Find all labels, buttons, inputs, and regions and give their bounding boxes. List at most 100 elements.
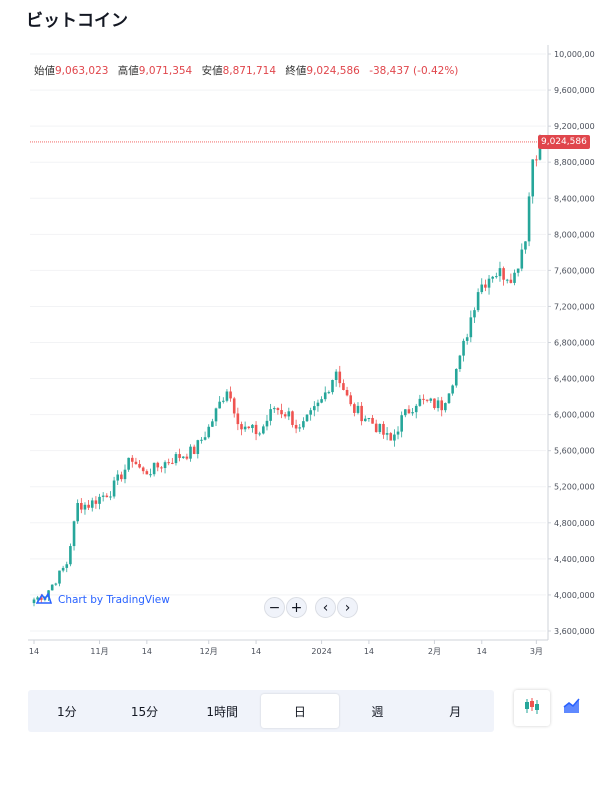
y-tick-label: 10,000,000 — [554, 50, 595, 59]
candle-body — [171, 462, 174, 464]
timeframe-day[interactable]: 日 — [261, 694, 339, 728]
timeframe-15min[interactable]: 15分 — [130, 704, 159, 719]
tradingview-attribution[interactable]: Chart by TradingView — [35, 592, 170, 607]
candle-body — [535, 159, 538, 161]
candle-body — [385, 433, 389, 435]
candle-body — [229, 391, 232, 399]
candle-body — [527, 196, 531, 242]
x-tick-label: 12月 — [200, 647, 218, 656]
candle-body — [338, 371, 342, 384]
candle-body — [145, 471, 149, 475]
y-tick-label: 9,200,000 — [554, 122, 595, 131]
candle-body — [458, 355, 462, 370]
candle-body — [101, 495, 105, 497]
page-title: ビットコイン — [26, 11, 128, 31]
candle-body — [469, 317, 473, 338]
y-tick-label: 5,200,000 — [554, 483, 595, 492]
y-tick-label: 6,800,000 — [554, 339, 595, 348]
candle-body — [87, 504, 90, 508]
candle-body — [218, 401, 221, 409]
candle-body — [120, 474, 123, 480]
candle-body — [382, 423, 385, 435]
candle-body — [505, 279, 509, 281]
candle-body — [531, 159, 535, 197]
candle-body — [174, 454, 178, 464]
candle-body — [291, 411, 294, 425]
candle-body — [72, 521, 76, 547]
candle-body — [243, 426, 247, 430]
scroll-left-button[interactable]: ‹ — [315, 597, 336, 618]
chart-container[interactable]: 10,000,000 9,600,000 9,200,000 8,800,000 8,4… — [0, 45, 595, 670]
x-tick-label: 14 — [142, 647, 152, 656]
candle-body — [436, 400, 440, 409]
candle-body — [429, 398, 433, 401]
open-label: 始値 — [34, 65, 55, 77]
x-tick-label: 14 — [477, 647, 487, 656]
candle-body — [152, 462, 156, 475]
candle-body — [411, 412, 414, 414]
candle-body — [127, 457, 130, 470]
y-tick-label: 3,600,000 — [554, 627, 595, 636]
high-label: 高値 — [117, 65, 139, 77]
candle-body — [498, 268, 502, 277]
candle-body — [538, 141, 542, 160]
y-tick-label: 4,800,000 — [554, 519, 595, 528]
area-type-button[interactable] — [554, 690, 590, 726]
candle-body — [374, 423, 378, 433]
candle-body — [134, 461, 138, 464]
candle-body — [32, 599, 36, 604]
candle-body — [327, 392, 331, 394]
candle-body — [200, 439, 203, 441]
zoom-in-button[interactable]: + — [286, 597, 307, 618]
candle-body — [232, 398, 236, 414]
y-tick-label: 8,800,000 — [554, 158, 595, 167]
candle-body — [236, 413, 240, 425]
candle-body — [225, 391, 229, 401]
candle-body — [495, 276, 498, 278]
candlestick-type-button[interactable] — [514, 690, 550, 726]
candle-body — [349, 395, 353, 405]
candle-body — [178, 454, 181, 458]
candle-body — [309, 410, 312, 415]
y-tick-label: 8,400,000 — [554, 194, 595, 203]
candle-body — [287, 411, 291, 417]
area-chart-icon — [562, 696, 582, 720]
candle-body — [509, 279, 513, 283]
candle-body — [221, 400, 225, 402]
x-tick-label: 14 — [29, 647, 39, 656]
candle-body — [258, 433, 261, 435]
candle-body — [378, 423, 382, 433]
y-tick-label: 4,000,000 — [554, 591, 595, 600]
candle-body — [305, 414, 309, 422]
candle-body — [247, 426, 251, 429]
candle-body — [58, 570, 61, 584]
candle-body — [189, 446, 192, 459]
attribution-text[interactable]: Chart by TradingView — [58, 593, 170, 606]
zoom-out-button[interactable]: − — [264, 597, 285, 618]
candle-body — [105, 495, 109, 498]
timeframe-week[interactable]: 週 — [371, 704, 384, 719]
candle-body — [185, 456, 189, 459]
candlestick-chart[interactable]: 10,000,000 9,600,000 9,200,000 8,800,000 8,4… — [0, 45, 595, 670]
candle-body — [265, 420, 269, 427]
candle-body — [94, 500, 98, 504]
y-tick-label: 6,000,000 — [554, 411, 595, 420]
candle-body — [480, 284, 484, 293]
candle-body — [280, 410, 283, 415]
candle-body — [116, 474, 120, 481]
timeframe-1hour[interactable]: 1時間 — [206, 704, 238, 719]
candle-body — [50, 584, 54, 591]
x-tick-label: 2024 — [311, 647, 331, 656]
candle-body — [65, 564, 69, 568]
candle-body — [389, 433, 393, 441]
open-value: 9,063,023 — [55, 65, 109, 77]
timeframe-month[interactable]: 月 — [449, 704, 462, 719]
scroll-right-button[interactable]: › — [337, 597, 358, 618]
candle-body — [167, 462, 170, 464]
timeframe-1min[interactable]: 1分 — [57, 704, 77, 719]
candle-body — [520, 249, 524, 269]
candle-body — [367, 417, 371, 419]
candle-body — [516, 268, 520, 273]
candle-body — [207, 426, 211, 438]
x-tick-label: 11月 — [90, 647, 108, 656]
